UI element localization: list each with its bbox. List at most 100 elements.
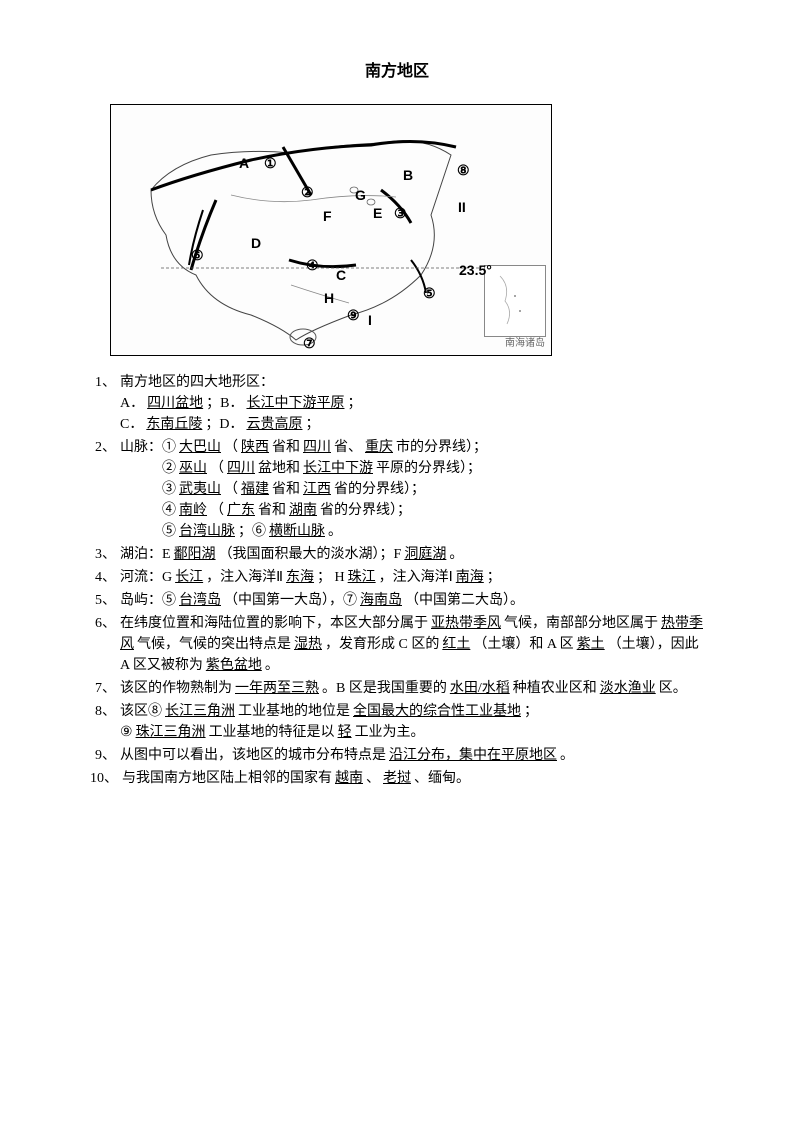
- q6-a5: 紫土: [574, 637, 608, 652]
- q6-a1: 亚热带季风: [428, 616, 504, 631]
- t: （: [210, 461, 224, 476]
- t: ； H: [317, 570, 345, 585]
- map-label: D: [251, 233, 261, 254]
- q2-l3: ③武夷山（福建省和江西省的分界线）；: [120, 482, 425, 497]
- t: 岛屿：⑤: [120, 593, 176, 608]
- t: 工业为主。: [355, 725, 425, 740]
- t: 省和: [272, 482, 300, 497]
- t: 与我国南方地区陆上相邻的国家有: [122, 771, 332, 786]
- t: ；⑥: [238, 524, 266, 539]
- map-label: ⑦: [303, 333, 316, 354]
- q2-m1p1: 陕西: [238, 440, 272, 455]
- q2-m3p1: 福建: [238, 482, 272, 497]
- map-label: ②: [301, 182, 314, 203]
- t: 工业基地的特征是以: [209, 725, 335, 740]
- q3: 3、 湖泊：E鄱阳湖（我国面积最大的淡水湖）；F洞庭湖。: [90, 544, 704, 565]
- q1: 1、 南方地区的四大地形区： A．四川盆地；B．长江中下游平原； C．东南丘陵；…: [90, 372, 704, 435]
- q6: 6、 在纬度位置和海陆位置的影响下，本区大部分属于亚热带季风气候，南部部分地区属…: [90, 613, 704, 676]
- t: ②: [162, 461, 176, 476]
- q6-a6: 紫色盆地: [203, 658, 265, 673]
- t: 省的分界线）；: [320, 503, 411, 518]
- t: （中国第一大岛），⑦: [224, 593, 357, 608]
- q1-c-label: C．: [120, 417, 143, 432]
- q2: 2、 山脉：①大巴山（陕西省和四川省、重庆市的分界线）； ②巫山（四川盆地和长江…: [90, 437, 704, 542]
- q2-lead: 山脉：①: [120, 440, 176, 455]
- page-title: 南方地区: [90, 60, 704, 84]
- q1-a: 四川盆地: [144, 396, 206, 411]
- t: 。: [560, 748, 574, 763]
- q7-a1: 一年两至三熟: [232, 681, 322, 696]
- q1-b: 长江中下游平原: [243, 396, 347, 411]
- q3-body: 湖泊：E鄱阳湖（我国面积最大的淡水湖）；F洞庭湖。: [120, 544, 704, 565]
- map-label: II: [458, 197, 466, 218]
- t: 、缅甸。: [414, 771, 470, 786]
- q3-num: 3、: [90, 544, 116, 565]
- q2-m6: 横断山脉: [266, 524, 328, 539]
- t: 。B 区是我国重要的: [322, 681, 447, 696]
- q2-body: 山脉：①大巴山（陕西省和四川省、重庆市的分界线）； ②巫山（四川盆地和长江中下游…: [120, 437, 704, 542]
- t: 省、: [334, 440, 362, 455]
- q2-m4p2: 湖南: [286, 503, 320, 518]
- map-label: 23.5°: [459, 260, 492, 281]
- q4-s2: 东海: [283, 570, 317, 585]
- t: 该区⑧: [120, 704, 162, 719]
- q5-num: 5、: [90, 590, 116, 611]
- q6-a3: 湿热: [291, 637, 325, 652]
- t: 市的分界线）；: [396, 440, 487, 455]
- q2-m1p3: 重庆: [362, 440, 396, 455]
- q8-a2: 全国最大的综合性工业基地: [350, 704, 524, 719]
- t: ；: [524, 704, 538, 719]
- map-label: H: [324, 288, 334, 309]
- q2-l2: ②巫山（四川盆地和长江中下游平原的分界线）；: [120, 461, 481, 476]
- t: 河流：G: [120, 570, 172, 585]
- q8-a4: 轻: [335, 725, 355, 740]
- q4: 4、 河流：G长江，注入海洋Ⅱ东海； H珠江，注入海洋Ⅰ南海；: [90, 567, 704, 588]
- q2-l5: ⑤台湾山脉；⑥横断山脉。: [120, 524, 342, 539]
- q2-m4: 南岭: [176, 503, 210, 518]
- q8-a3: 珠江三角洲: [133, 725, 209, 740]
- q1-d: 云贵高原: [243, 417, 305, 432]
- q5-i7: 海南岛: [357, 593, 405, 608]
- q9-a1: 沿江分布，集中在平原地区: [386, 748, 560, 763]
- q6-a4: 红土: [439, 637, 473, 652]
- q4-num: 4、: [90, 567, 116, 588]
- q1-c: 东南丘陵: [143, 417, 205, 432]
- q1-b-r: ；: [347, 396, 361, 411]
- map-label: ④: [306, 255, 319, 276]
- q8-a1: 长江三角洲: [162, 704, 238, 719]
- t: 从图中可以看出，该地区的城市分布特点是: [120, 748, 386, 763]
- t: ；: [487, 570, 501, 585]
- t: 省和: [258, 503, 286, 518]
- q7: 7、 该区的作物熟制为一年两至三熟。B 区是我国重要的水田/水稻种植农业区和淡水…: [90, 678, 704, 699]
- q2-m2p2: 长江中下游: [300, 461, 376, 476]
- map-label: C: [336, 265, 346, 286]
- t: 。: [265, 658, 279, 673]
- q1-d-r: ；: [305, 417, 319, 432]
- q6-num: 6、: [90, 613, 116, 676]
- map-label: A: [239, 153, 249, 174]
- t: 、: [366, 771, 380, 786]
- t: 省的分界线）；: [334, 482, 425, 497]
- q2-m3p2: 江西: [300, 482, 334, 497]
- t: 该区的作物熟制为: [120, 681, 232, 696]
- q9-body: 从图中可以看出，该地区的城市分布特点是沿江分布，集中在平原地区。: [120, 745, 704, 766]
- q10: 10、 与我国南方地区陆上相邻的国家有越南、老挝、缅甸。: [90, 768, 704, 789]
- map-label: G: [355, 185, 366, 206]
- t: 气候，气候的突出特点是: [137, 637, 291, 652]
- q1-lead: 南方地区的四大地形区：: [120, 375, 274, 390]
- question-list: 1、 南方地区的四大地形区： A．四川盆地；B．长江中下游平原； C．东南丘陵；…: [90, 372, 704, 789]
- q2-m3: 武夷山: [176, 482, 224, 497]
- q5-i5: 台湾岛: [176, 593, 224, 608]
- t: 在纬度位置和海陆位置的影响下，本区大部分属于: [120, 616, 428, 631]
- q2-m2p1: 四川: [224, 461, 258, 476]
- q7-body: 该区的作物熟制为一年两至三熟。B 区是我国重要的水田/水稻种植农业区和淡水渔业区…: [120, 678, 704, 699]
- t: （: [210, 503, 224, 518]
- t: ③: [162, 482, 176, 497]
- q5: 5、 岛屿：⑤台湾岛（中国第一大岛），⑦海南岛（中国第二大岛）。: [90, 590, 704, 611]
- q2-l4: ④南岭（广东省和湖南省的分界线）；: [120, 503, 411, 518]
- q4-s1: 南海: [453, 570, 487, 585]
- t: （: [224, 482, 238, 497]
- map-label: ⑤: [423, 283, 436, 304]
- q10-a2: 老挝: [380, 771, 414, 786]
- q3-f: 洞庭湖: [401, 547, 449, 562]
